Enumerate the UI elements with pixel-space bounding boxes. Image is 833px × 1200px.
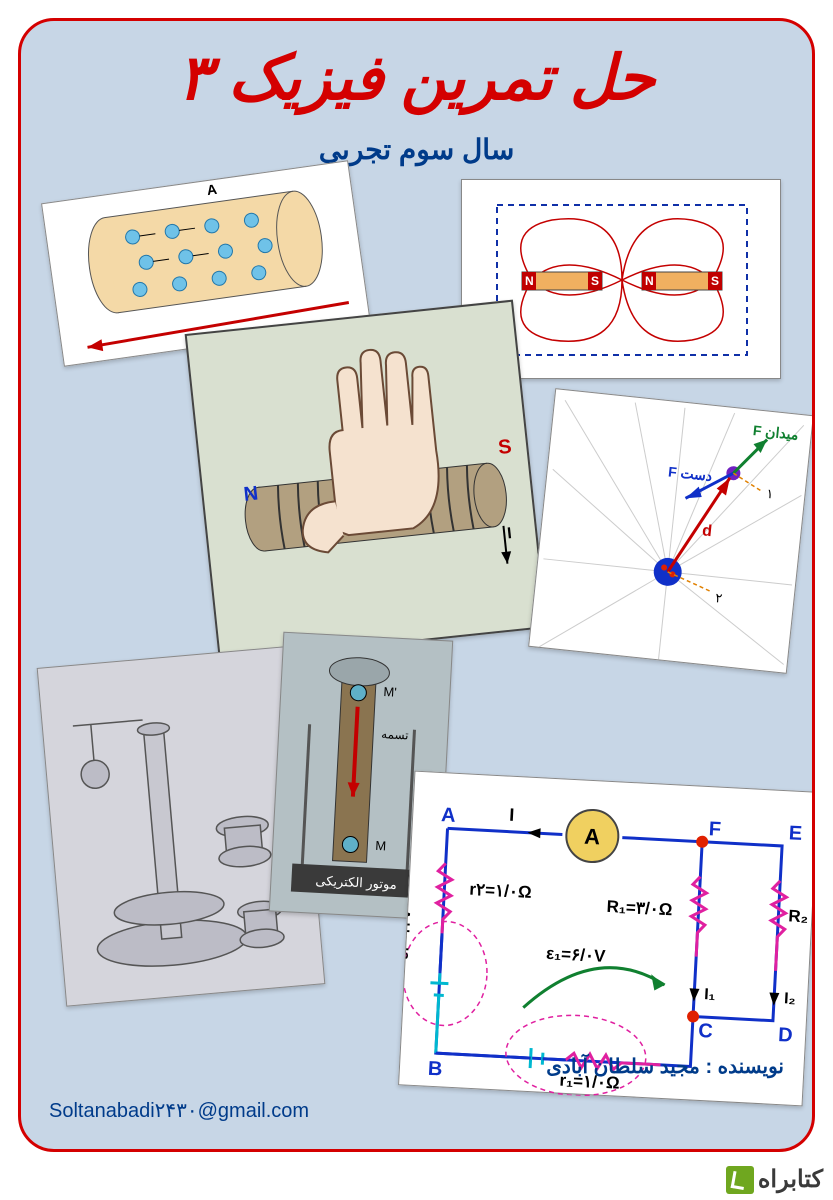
diagram-vectors: F دست F میدان d ۱ ۲ (528, 388, 814, 674)
svg-text:N: N (525, 274, 534, 288)
comp-e1: ε₁=۶/۰V (546, 944, 607, 966)
vector-f-field: F میدان (752, 422, 799, 443)
brand-badge: کتابراه (726, 1165, 823, 1194)
current-i1: I₁ (704, 986, 716, 1004)
node-c: C (698, 1020, 714, 1043)
page-title: حل تمرین فیزیک ۳ (21, 41, 812, 114)
svg-text:M': M' (383, 684, 397, 700)
ammeter-label: A (584, 824, 601, 850)
vector-svg: F دست F میدان d ۱ ۲ (529, 389, 815, 675)
point-1: ۱ (766, 486, 775, 502)
current-i2: I₂ (784, 990, 796, 1008)
node-d: D (778, 1024, 794, 1047)
current-i: I (509, 805, 515, 825)
page-subtitle: سال سوم تجربی (21, 133, 812, 166)
brand-icon (726, 1166, 754, 1194)
comp-R2: R₂ (788, 906, 809, 926)
axis-label: A (206, 181, 218, 198)
svg-text:S: S (591, 274, 599, 288)
comp-R1: R₁=۳/۰Ω (606, 897, 673, 919)
node-b: B (427, 1058, 443, 1081)
hand-svg: N S I (187, 301, 550, 664)
email-line: Soltanabadi۲۴۳۰@gmail.com (49, 1098, 309, 1123)
brand-text: کتابراه (758, 1165, 823, 1194)
belt-label: تسمه (381, 727, 409, 742)
vector-d: d (701, 522, 713, 540)
node-f: F (708, 818, 721, 841)
svg-text:M: M (375, 838, 387, 854)
pole-label-s: S (497, 436, 513, 459)
current-label: I (506, 525, 512, 542)
svg-text:S: S (711, 274, 719, 288)
pole-label-n: N (243, 482, 260, 505)
diagram-hand-rule: N S I (185, 300, 548, 663)
point-2: ۲ (715, 590, 724, 606)
author-line: نویسنده : مجید سلطان آبادی (546, 1054, 784, 1079)
node-e: E (788, 822, 802, 845)
svg-text:N: N (645, 274, 654, 288)
vector-f-hand: F دست (667, 463, 713, 484)
node-a: A (441, 804, 457, 827)
comp-r2: r۲=۱/۰Ω (469, 880, 532, 902)
page-frame: حل تمرین فیزیک ۳ سال سوم تجربی A (18, 18, 815, 1152)
